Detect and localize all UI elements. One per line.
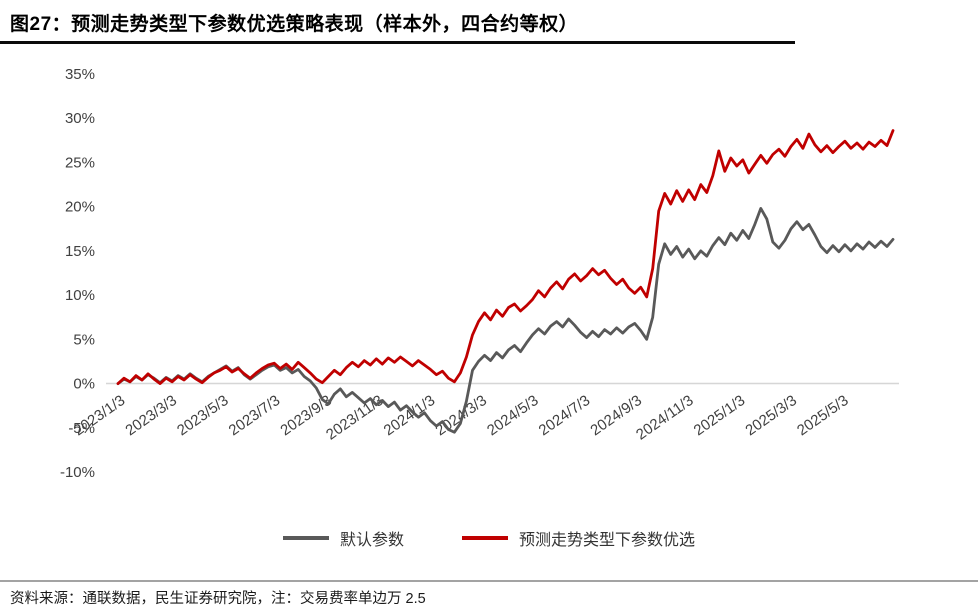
- y-axis-label: 15%: [65, 243, 95, 260]
- x-axis-label: 2023/7/3: [226, 392, 284, 439]
- chart-legend: 默认参数 预测走势类型下参数优选: [0, 526, 978, 550]
- legend-item-optimized-params: 预测走势类型下参数优选: [462, 526, 695, 550]
- x-axis-label: 2023/5/3: [174, 392, 232, 439]
- y-axis-label: 20%: [65, 199, 95, 216]
- x-axis-label: 2023/1/3: [71, 392, 129, 439]
- source-note: 资料来源：通联数据，民生证券研究院，注：交易费率单边万 2.5: [10, 591, 426, 607]
- x-axis-label: 2025/3/3: [742, 392, 800, 439]
- series-line-1: [116, 129, 895, 386]
- y-axis-label: -5%: [68, 420, 95, 437]
- x-axis-label: 2023/11/3: [323, 392, 387, 444]
- legend-label-default-params: 默认参数: [339, 532, 404, 549]
- legend-item-default-params: 默认参数: [282, 526, 404, 550]
- y-axis-label: -10%: [60, 464, 95, 481]
- legend-label-optimized-params: 预测走势类型下参数优选: [519, 532, 696, 549]
- y-axis-label: 0%: [73, 376, 95, 393]
- x-axis-label: 2024/11/3: [633, 392, 697, 444]
- y-axis-label: 30%: [65, 110, 95, 127]
- x-axis-label: 2024/5/3: [484, 392, 542, 439]
- x-axis-label: 2024/7/3: [536, 392, 594, 439]
- x-axis-label: 2025/1/3: [691, 392, 749, 439]
- x-axis-label: 2023/3/3: [122, 392, 180, 439]
- y-axis-label: 5%: [73, 331, 95, 348]
- series-line-0: [116, 206, 895, 434]
- figure-title: 图27：预测走势类型下参数优选策略表现（样本外，四合约等权）: [10, 14, 579, 35]
- legend-swatch-default-params: [282, 536, 329, 540]
- line-chart: 35%30%25%20%15%10%5%0%-5%-10%2023/1/3202…: [60, 66, 899, 481]
- x-axis-label: 2024/1/3: [381, 392, 439, 439]
- x-axis-label: 2025/5/3: [794, 392, 852, 439]
- title-underline: [0, 41, 795, 44]
- legend-swatch-optimized-params: [462, 536, 508, 540]
- y-axis-label: 25%: [65, 154, 95, 171]
- y-axis-label: 35%: [65, 66, 95, 83]
- footer: 资料来源：通联数据，民生证券研究院，注：交易费率单边万 2.5: [0, 580, 978, 615]
- y-axis-label: 10%: [65, 287, 95, 304]
